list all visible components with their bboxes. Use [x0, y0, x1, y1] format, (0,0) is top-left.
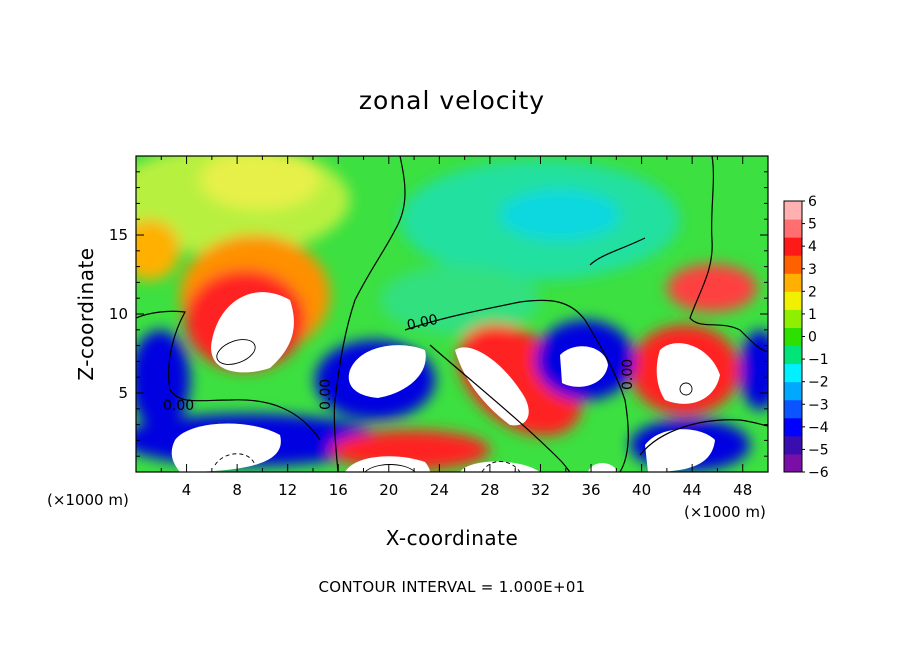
colorbar-swatch — [784, 309, 802, 328]
x-tick-label: 12 — [278, 481, 297, 499]
colorbar-swatch — [784, 435, 802, 455]
colorbar-tick-label: −1 — [808, 352, 829, 368]
velocity-field: 0.00 0.00 0.00 0.00 — [136, 156, 768, 472]
colorbar-tick-label: 5 — [808, 217, 817, 233]
colorbar-swatch — [784, 417, 802, 437]
colorbar-swatch — [784, 219, 802, 238]
colorbar-swatch — [784, 273, 802, 292]
contour-interval-note: CONTOUR INTERVAL = 1.000E+01 — [318, 578, 586, 596]
colorbar-tick-label: 4 — [808, 239, 817, 255]
y-axis: 5 10 15 — [109, 155, 768, 473]
colorbar-tick-label: −6 — [808, 465, 829, 481]
colorbar-swatch — [784, 327, 802, 347]
x-unit-left: (×1000 m) — [47, 491, 129, 509]
x-tick-label: 16 — [329, 481, 348, 499]
colorbar-tick-label: 3 — [808, 262, 817, 278]
interior-contours — [214, 339, 693, 472]
colorbar: 6 5 4 3 2 1 0 −1 −2 −3 −4 −5 −6 — [783, 194, 829, 481]
colorbar-swatch — [784, 345, 802, 365]
x-tick-label: 4 — [182, 481, 192, 499]
contour-label: 0.00 — [318, 379, 334, 410]
colorbar-tick-label: −4 — [808, 420, 829, 436]
colorbar-tick-label: −5 — [808, 442, 829, 458]
x-tick-label: 8 — [232, 481, 242, 499]
x-unit-right: (×1000 m) — [684, 503, 766, 521]
y-axis-label: Z-coordinate — [74, 247, 98, 381]
colorbar-swatch — [784, 291, 802, 310]
x-tick-label: 48 — [733, 481, 752, 499]
contour-label: 0.00 — [406, 312, 440, 334]
colorbar-tick-label: 6 — [808, 194, 817, 210]
x-axis: 4 8 12 16 20 24 28 32 36 40 44 48 — [135, 156, 769, 499]
colorbar-swatch — [784, 381, 802, 401]
contour-label: 0.00 — [620, 359, 636, 390]
x-tick-label: 32 — [531, 481, 550, 499]
colorbar-swatch — [784, 201, 802, 220]
colorbar-tick-label: 1 — [808, 307, 817, 323]
colorbar-tick-label: 0 — [808, 330, 817, 346]
colorbar-tick-label: 2 — [808, 284, 817, 300]
colorbar-swatch — [784, 363, 802, 383]
colorbar-swatch — [784, 399, 802, 419]
chart-title: zonal velocity — [358, 86, 546, 115]
colorbar-swatch — [784, 453, 802, 473]
colorbar-swatch — [784, 255, 802, 274]
x-axis-label: X-coordinate — [385, 526, 519, 550]
x-tick-label: 20 — [379, 481, 398, 499]
contour-labels: 0.00 0.00 0.00 0.00 — [163, 312, 636, 414]
colorbar-swatch — [784, 237, 802, 256]
colorbar-tick-label: −2 — [808, 375, 829, 391]
contour-label: 0.00 — [163, 398, 194, 414]
x-tick-label: 28 — [480, 481, 499, 499]
x-tick-label: 24 — [430, 481, 449, 499]
y-tick-label: 5 — [118, 384, 128, 402]
x-tick-label: 44 — [683, 481, 702, 499]
y-tick-label: 15 — [109, 226, 128, 244]
y-tick-label: 10 — [109, 305, 128, 323]
x-tick-label: 36 — [581, 481, 600, 499]
colorbar-tick-label: −3 — [808, 397, 829, 413]
zero-contours — [136, 156, 768, 472]
x-tick-label: 40 — [632, 481, 651, 499]
